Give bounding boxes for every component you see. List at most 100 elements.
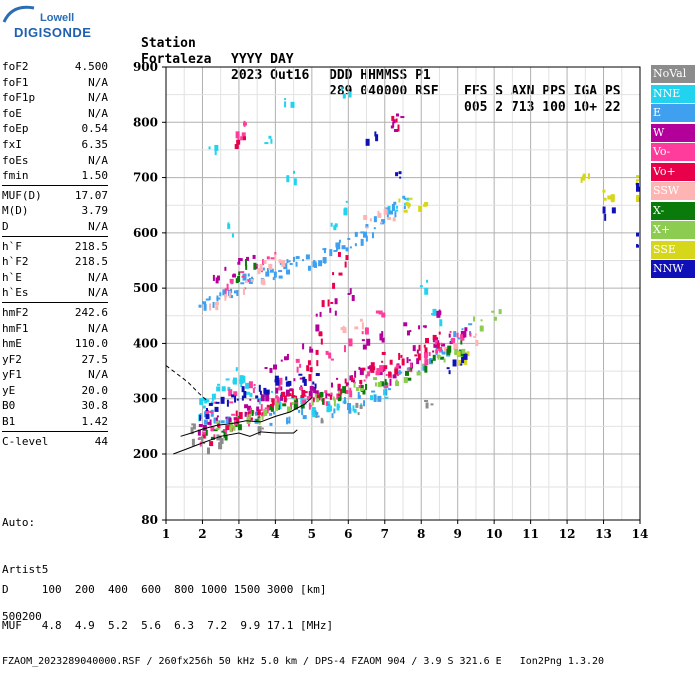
data-point <box>241 132 246 137</box>
data-point <box>260 270 263 273</box>
data-point <box>198 423 203 427</box>
legend-item-ssw: SSW <box>651 182 695 200</box>
data-point <box>213 429 218 432</box>
data-point <box>460 340 463 345</box>
data-point <box>212 301 215 308</box>
data-point <box>446 367 450 370</box>
data-point <box>418 344 421 351</box>
data-point <box>300 395 305 399</box>
data-point <box>329 394 332 400</box>
data-point <box>315 313 318 317</box>
data-point <box>206 407 209 411</box>
param-label: B1 <box>2 415 16 429</box>
data-point <box>398 198 401 203</box>
data-point <box>358 385 362 389</box>
data-point <box>379 365 384 373</box>
param-value: N/A <box>88 106 108 120</box>
data-point <box>209 441 214 447</box>
data-point <box>440 342 443 345</box>
data-point <box>233 290 237 294</box>
data-point <box>381 337 385 343</box>
data-point <box>433 343 438 348</box>
data-point <box>244 259 247 267</box>
data-point <box>314 393 317 398</box>
data-point <box>256 406 260 412</box>
data-point <box>315 415 320 418</box>
data-point <box>336 244 339 251</box>
data-point <box>424 287 429 295</box>
data-point <box>203 442 206 445</box>
data-point <box>374 382 377 387</box>
data-point <box>205 414 210 420</box>
data-point <box>367 371 371 377</box>
data-point <box>361 331 364 335</box>
data-point <box>408 359 411 362</box>
data-point <box>291 388 294 396</box>
data-point <box>315 349 319 355</box>
data-point <box>228 425 232 428</box>
data-point <box>246 256 250 261</box>
data-point <box>338 239 341 243</box>
data-point <box>587 173 590 180</box>
x-tick-label: 8 <box>417 527 425 541</box>
data-point <box>392 122 395 128</box>
data-point <box>343 208 348 216</box>
data-point <box>228 290 231 298</box>
data-point <box>229 278 234 283</box>
data-point <box>436 342 440 349</box>
param-value: 218.5 <box>74 255 108 269</box>
data-point <box>342 325 345 328</box>
data-point <box>406 197 410 201</box>
data-point <box>242 122 247 126</box>
data-point <box>238 257 241 263</box>
header-settings-label: FFS S AXN PPS IGA PS <box>464 84 621 99</box>
data-point <box>431 313 435 316</box>
data-point <box>326 403 331 406</box>
data-point <box>323 248 326 254</box>
data-point <box>403 322 408 327</box>
data-point <box>268 135 272 139</box>
data-point <box>280 359 283 362</box>
data-point <box>370 395 374 401</box>
data-point <box>448 370 451 375</box>
data-point <box>457 351 461 356</box>
data-point <box>381 351 386 355</box>
param-row: h`F2 218.5 <box>2 254 108 270</box>
data-point <box>401 358 405 366</box>
data-point <box>308 374 312 382</box>
data-point <box>330 222 333 227</box>
data-point <box>473 335 477 338</box>
data-point <box>213 417 218 424</box>
param-row: D N/A <box>2 219 108 235</box>
data-point <box>319 391 324 397</box>
data-point <box>285 376 288 381</box>
data-point <box>241 275 245 278</box>
data-point <box>278 259 282 264</box>
data-point <box>302 400 307 405</box>
data-point <box>312 397 315 403</box>
param-value: N/A <box>88 219 108 233</box>
data-point <box>463 357 468 365</box>
data-point <box>315 324 320 332</box>
data-point <box>381 360 384 363</box>
data-point <box>345 200 348 203</box>
data-point <box>255 395 259 399</box>
data-point <box>245 264 248 270</box>
data-point <box>244 287 247 290</box>
data-point <box>308 390 313 398</box>
data-point <box>290 101 295 108</box>
data-point <box>305 254 310 260</box>
data-point <box>404 370 409 376</box>
data-point <box>216 386 221 392</box>
data-point <box>248 381 253 389</box>
data-point <box>272 277 275 281</box>
data-point <box>199 414 202 421</box>
param-value: N/A <box>88 153 108 167</box>
data-point <box>333 225 337 231</box>
data-point <box>206 447 210 455</box>
data-point <box>202 424 207 431</box>
data-point <box>224 288 227 296</box>
data-point <box>306 396 311 401</box>
data-point <box>610 194 615 201</box>
data-point <box>452 359 457 367</box>
